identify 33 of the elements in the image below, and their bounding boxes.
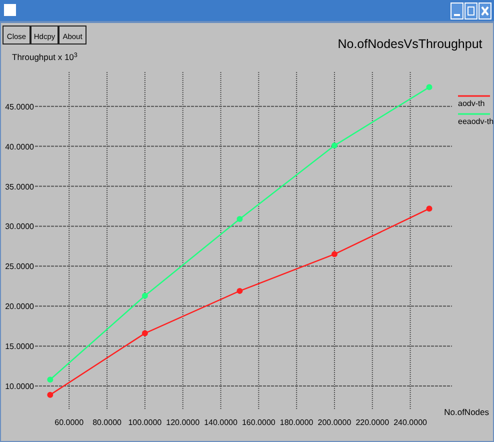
point (331, 251, 338, 258)
y-tick-label: 15.0000 (5, 342, 35, 352)
point (142, 292, 148, 299)
x-tick-label: 240.0000 (394, 418, 428, 427)
x-tick-label: 100.0000 (128, 418, 162, 427)
y-tick-label: 20.0000 (5, 302, 35, 312)
x-tick-label: 220.0000 (356, 418, 390, 427)
point (426, 84, 432, 90)
x-tick-label: 160.0000 (242, 418, 276, 427)
x-tick-label: 200.0000 (318, 418, 352, 427)
y-tick-label: 10.0000 (5, 382, 35, 392)
y-tick-label: 40.0000 (5, 142, 35, 152)
point (47, 376, 54, 383)
y-tick-label: 45.0000 (5, 102, 35, 112)
y-tick-label: 25.0000 (5, 262, 35, 272)
point (331, 142, 338, 149)
x-tick-label: 140.0000 (204, 418, 238, 427)
x-tick-label: 60.0000 (54, 418, 84, 427)
y-tick-label: 35.0000 (5, 182, 35, 192)
x-tick-label: 120.0000 (166, 418, 200, 427)
legend-label: aodv-th (458, 99, 485, 108)
legend-label: eeaodv-th (458, 117, 494, 126)
point (142, 330, 148, 336)
point (47, 392, 54, 398)
x-tick-label: 180.0000 (280, 418, 314, 427)
point (236, 216, 243, 222)
y-axis-title: Throughput x 10$^{3}$ (12, 52, 78, 62)
point (236, 288, 243, 294)
y-tick-label: 30.0000 (5, 222, 35, 232)
point (426, 206, 432, 212)
x-axis-title: No.ofNodes (444, 407, 489, 417)
x-tick-label: 80.0000 (92, 418, 122, 427)
chart-title: No.ofNodesVsThroughput (338, 37, 483, 51)
